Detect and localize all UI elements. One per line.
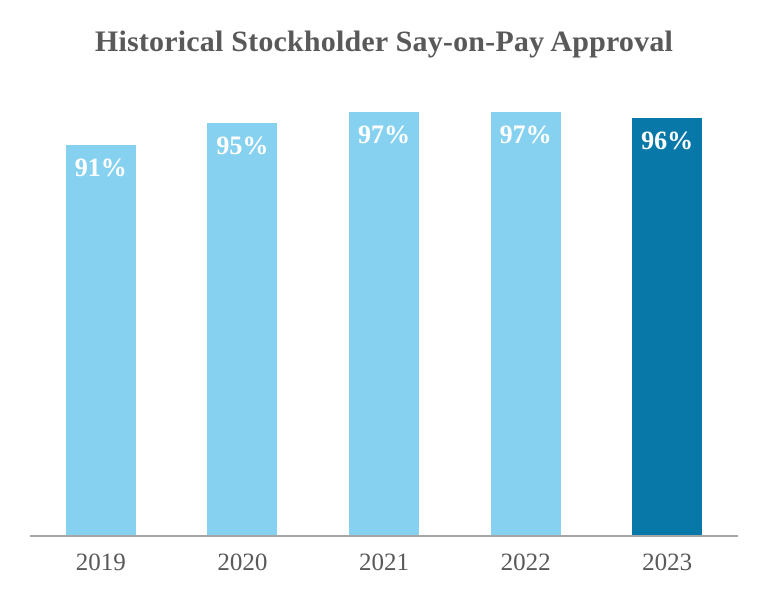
x-tick-label-2019: 2019 <box>75 549 126 576</box>
bar-2020: 95% <box>207 123 278 536</box>
bar-value-label: 95% <box>216 131 269 160</box>
x-tick-label-2020: 2020 <box>217 549 268 576</box>
plot-area: 91% 95% 97% 97% 96% <box>30 96 738 537</box>
bar-value-label: 91% <box>74 153 127 182</box>
bar-column-2020: 95% <box>172 96 314 536</box>
x-tick-label-2023: 2023 <box>642 549 693 576</box>
bar-column-2019: 91% <box>30 96 172 536</box>
bars-container: 91% 95% 97% 97% 96% <box>30 96 738 536</box>
x-axis-line <box>30 535 738 537</box>
x-axis-tick-labels: 2019 2020 2021 2022 2023 <box>30 548 738 578</box>
bar-2019: 91% <box>65 145 136 536</box>
chart-title: Historical Stockholder Say-on-Pay Approv… <box>94 25 674 58</box>
bar-column-2022: 97% <box>455 96 597 536</box>
bar-column-2023: 96% <box>596 96 738 536</box>
bar-value-label: 97% <box>499 120 552 149</box>
bar-2021: 97% <box>348 112 419 536</box>
bar-2022: 97% <box>490 112 561 536</box>
x-tick-label-2021: 2021 <box>358 549 409 576</box>
bar-2023: 96% <box>632 118 703 536</box>
x-tick-label-2022: 2022 <box>500 549 551 576</box>
bar-column-2021: 97% <box>313 96 455 536</box>
bar-value-label: 96% <box>641 126 694 155</box>
bar-value-label: 97% <box>357 120 410 149</box>
